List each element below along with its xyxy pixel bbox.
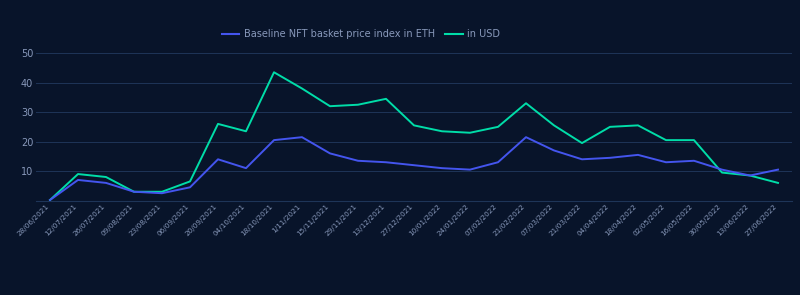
Legend: Baseline NFT basket price index in ETH, in USD: Baseline NFT basket price index in ETH, … [218, 25, 504, 43]
